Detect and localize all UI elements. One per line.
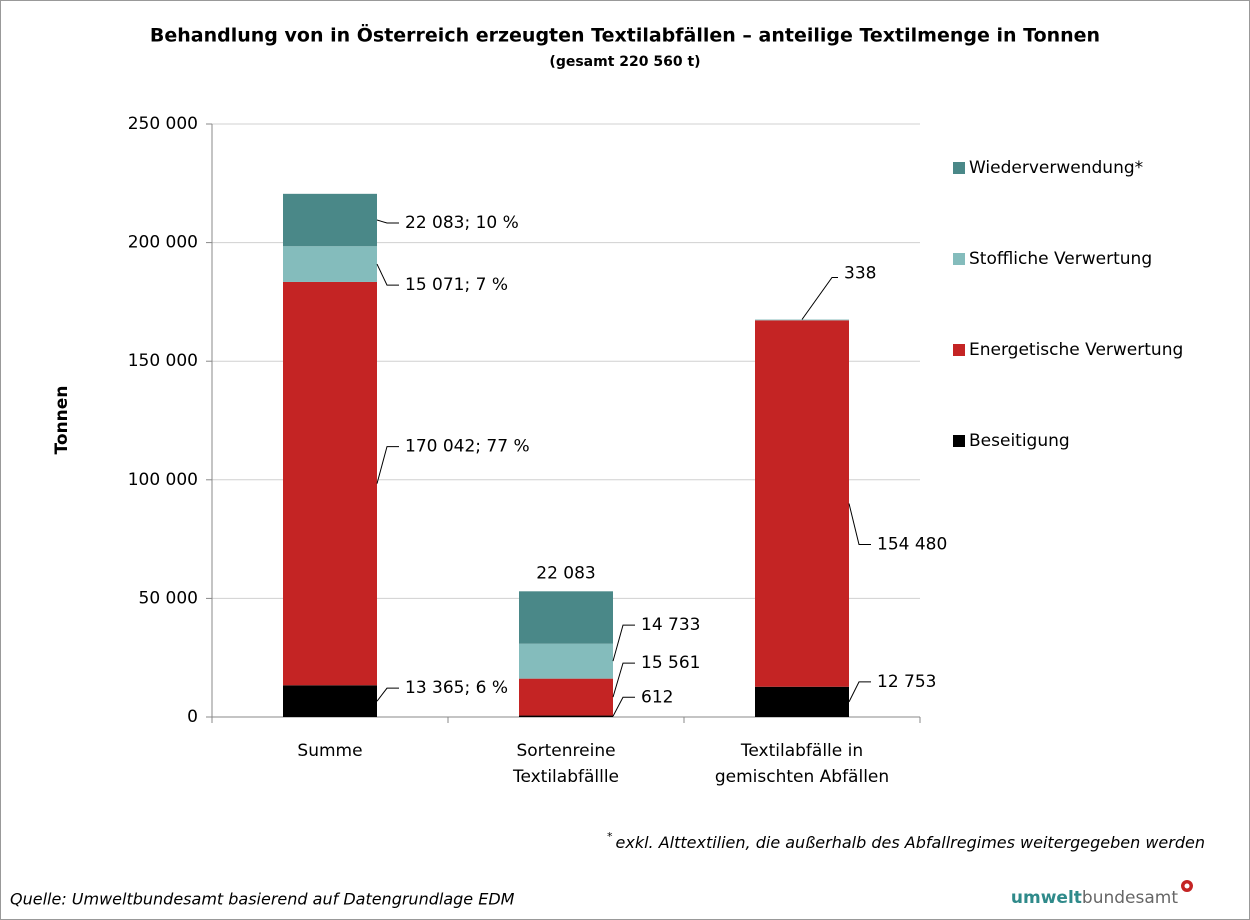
legend-swatch — [953, 344, 965, 356]
logo-part: umwelt — [1011, 888, 1082, 908]
data-label: 170 042; 77 % — [405, 437, 530, 457]
x-tick-label: Textilabfälle in — [740, 741, 863, 761]
legend-label: Beseitigung — [969, 431, 1070, 451]
data-label: 154 480 — [877, 535, 947, 555]
legend-swatch — [953, 253, 965, 265]
chart-subtitle: (gesamt 220 560 t) — [549, 54, 700, 70]
y-tick-label: 100 000 — [128, 470, 198, 490]
bar-segment — [283, 246, 377, 282]
logo: umweltbundesamt — [1011, 888, 1178, 908]
y-tick-label: 200 000 — [128, 233, 198, 253]
bar-segment — [519, 591, 613, 644]
leader-line — [848, 681, 871, 703]
x-tick-label: Sortenreine — [516, 741, 615, 761]
bar-segment — [519, 643, 613, 679]
bar-segment — [519, 678, 613, 716]
bar-segment — [283, 193, 377, 247]
data-label: 22 083; 10 % — [405, 213, 519, 233]
leader-line — [612, 624, 635, 662]
leader-line — [376, 263, 399, 286]
x-tick-label: Textilabfällle — [512, 767, 619, 787]
chart-title: Behandlung von in Österreich erzeugten T… — [150, 23, 1100, 47]
x-tick-label: Summe — [297, 741, 362, 761]
leader-line — [612, 662, 635, 698]
leader-line — [376, 687, 399, 702]
data-label: 13 365; 6 % — [405, 678, 508, 698]
bar-segment — [755, 319, 849, 321]
data-label: 15 561 — [641, 653, 700, 673]
leader-line — [848, 503, 871, 546]
bar-segment — [283, 685, 377, 717]
legend-swatch — [953, 162, 965, 174]
footnote-marker: * — [607, 830, 613, 843]
y-tick-label: 250 000 — [128, 114, 198, 134]
footnote-text: exkl. Alttextilien, die außerhalb des Ab… — [616, 833, 1206, 852]
data-label: 14 733 — [641, 615, 700, 635]
legend-swatch — [953, 435, 965, 447]
y-tick-label: 50 000 — [139, 588, 198, 608]
data-label: 22 083 — [536, 563, 595, 583]
legend-label: Wiederverwendung* — [969, 158, 1143, 178]
source: Quelle: Umweltbundesamt basierend auf Da… — [10, 890, 515, 909]
logo-part: bundesamt — [1082, 888, 1178, 908]
x-tick-label: gemischten Abfällen — [715, 767, 889, 787]
data-label: 612 — [641, 687, 673, 707]
legend-label: Energetische Verwertung — [969, 340, 1183, 360]
y-tick-label: 150 000 — [128, 351, 198, 371]
y-axis-label: Tonnen — [52, 386, 72, 455]
legend-label: Stoffliche Verwertung — [969, 249, 1152, 269]
leader-line — [376, 219, 399, 224]
footnote: * exkl. Alttextilien, die außerhalb des A… — [607, 830, 1205, 852]
y-tick-label: 0 — [187, 707, 198, 727]
bar-segment — [519, 715, 613, 717]
leader-line — [801, 277, 838, 320]
data-label: 12 753 — [877, 672, 936, 692]
leader-line — [376, 446, 399, 484]
bar-segment — [283, 281, 377, 686]
bar-segment — [755, 320, 849, 687]
leader-line — [612, 696, 635, 717]
bar-segment — [755, 686, 849, 717]
data-label: 338 — [844, 264, 876, 284]
logo-icon — [1184, 883, 1190, 889]
data-label: 15 071; 7 % — [405, 275, 508, 295]
